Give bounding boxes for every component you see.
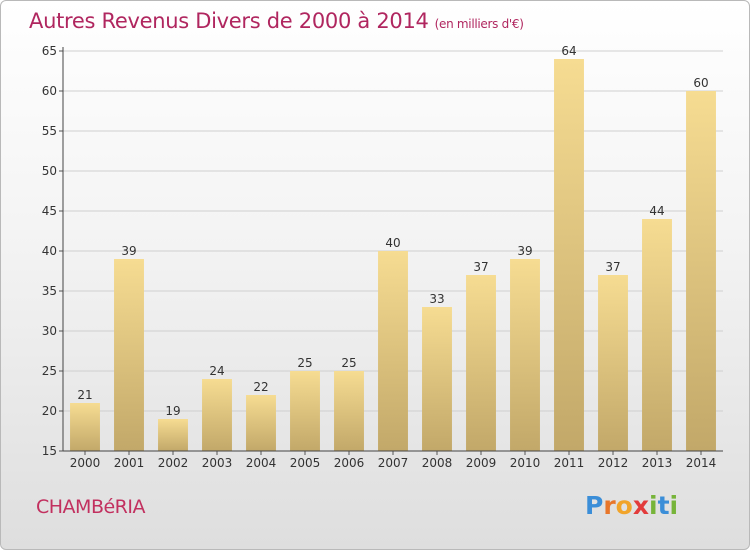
bar <box>246 395 276 451</box>
bar-value-label: 44 <box>649 204 664 218</box>
bar <box>642 219 672 451</box>
y-tick-label: 35 <box>42 284 57 298</box>
bar <box>70 403 100 451</box>
axes <box>62 47 723 452</box>
logo-letter: o <box>615 491 633 520</box>
bars <box>70 59 716 451</box>
y-tick-label: 65 <box>42 44 57 58</box>
x-tick-label: 2003 <box>202 456 233 470</box>
bar-value-label: 60 <box>693 76 708 90</box>
x-axis-ticks: 2000 2001 2002 2003 2004 2005 2006 2007 2008 2009… <box>70 451 717 470</box>
x-tick-label: 2000 <box>70 456 101 470</box>
bar-value-label: 25 <box>297 356 312 370</box>
city-name: CHAMBéRIA <box>36 496 145 518</box>
bar <box>158 419 188 451</box>
x-tick-label: 2004 <box>246 456 277 470</box>
bar-value-label: 19 <box>165 404 180 418</box>
x-tick-label: 2013 <box>642 456 673 470</box>
y-tick-label: 40 <box>42 244 57 258</box>
bar <box>466 275 496 451</box>
y-tick-label: 50 <box>42 164 57 178</box>
y-tick-label: 30 <box>42 324 57 338</box>
logo-letter: x <box>632 491 649 520</box>
y-tick-label: 20 <box>42 404 57 418</box>
logo-letter: i <box>669 491 679 520</box>
bar-value-label: 25 <box>341 356 356 370</box>
bar-value-label: 33 <box>429 292 444 306</box>
x-tick-label: 2011 <box>554 456 585 470</box>
value-labels: 21 39 19 24 22 25 25 40 33 37 39 64 37 44 60 <box>77 44 708 418</box>
chart-title-text: Autres Revenus Divers de 2000 à 2014 <box>29 9 429 33</box>
bar-value-label: 39 <box>121 244 136 258</box>
bar <box>334 371 364 451</box>
proxiti-logo: Proxiti <box>585 491 678 520</box>
bar <box>598 275 628 451</box>
bar <box>290 371 320 451</box>
x-tick-label: 2001 <box>114 456 145 470</box>
bar-value-label: 37 <box>605 260 620 274</box>
y-tick-label: 60 <box>42 84 57 98</box>
x-tick-label: 2012 <box>598 456 629 470</box>
x-tick-label: 2005 <box>290 456 321 470</box>
x-tick-label: 2002 <box>158 456 189 470</box>
y-tick-label: 55 <box>42 124 57 138</box>
bar-value-label: 39 <box>517 244 532 258</box>
logo-letter: i <box>649 491 658 520</box>
x-tick-label: 2007 <box>378 456 409 470</box>
bar-value-label: 24 <box>209 364 224 378</box>
bar <box>378 251 408 451</box>
y-tick-label: 45 <box>42 204 57 218</box>
y-axis-ticks: 15 20 25 30 35 40 45 50 55 60 65 <box>42 44 63 458</box>
chart-title: Autres Revenus Divers de 2000 à 2014 (en … <box>29 9 524 33</box>
bar-value-label: 64 <box>561 44 576 58</box>
bar <box>202 379 232 451</box>
bar <box>422 307 452 451</box>
y-tick-label: 15 <box>42 444 57 458</box>
x-tick-label: 2006 <box>334 456 365 470</box>
logo-letter: r <box>603 491 616 520</box>
x-tick-label: 2008 <box>422 456 453 470</box>
chart-unit: (en milliers d'€) <box>434 17 524 31</box>
bar-value-label: 40 <box>385 236 400 250</box>
logo-letter: t <box>657 491 670 520</box>
bar-value-label: 22 <box>253 380 268 394</box>
y-tick-label: 25 <box>42 364 57 378</box>
bar <box>510 259 540 451</box>
x-tick-label: 2010 <box>510 456 541 470</box>
bar-value-label: 37 <box>473 260 488 274</box>
bar-value-label: 21 <box>77 388 92 402</box>
bar <box>554 59 584 451</box>
x-tick-label: 2009 <box>466 456 497 470</box>
bar <box>686 91 716 451</box>
logo-letter: P <box>585 491 604 520</box>
x-tick-label: 2014 <box>686 456 717 470</box>
bar <box>114 259 144 451</box>
